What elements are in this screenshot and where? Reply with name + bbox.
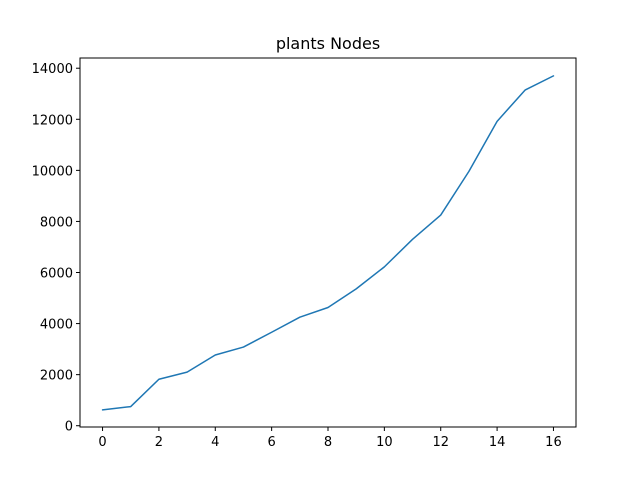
y-tick-label: 10000	[32, 164, 73, 179]
y-tick-label: 8000	[40, 215, 73, 230]
chart-title: plants Nodes	[276, 34, 380, 53]
x-tick-label: 2	[155, 435, 163, 450]
x-tick-label: 0	[98, 435, 106, 450]
y-tick-label: 2000	[40, 369, 73, 384]
y-tick-label: 6000	[40, 267, 73, 282]
x-tick-label: 14	[489, 435, 506, 450]
axes-frame	[79, 57, 577, 428]
x-tick-label: 6	[267, 435, 275, 450]
y-tick-label: 0	[65, 420, 73, 435]
x-tick-label: 10	[376, 435, 393, 450]
plot-area: 0 2 4 6 8 10 12 14 16 0 2000 4000 6000 8000 10000 12000…	[32, 62, 562, 450]
y-tick-label: 4000	[40, 318, 73, 333]
y-tick-label: 12000	[32, 113, 73, 128]
x-tick-label: 4	[211, 435, 219, 450]
x-tick-label: 16	[545, 435, 562, 450]
x-tick-label: 8	[324, 435, 332, 450]
y-tick-label: 14000	[32, 62, 73, 77]
x-tick-label: 12	[432, 435, 449, 450]
series-line	[101, 75, 555, 411]
